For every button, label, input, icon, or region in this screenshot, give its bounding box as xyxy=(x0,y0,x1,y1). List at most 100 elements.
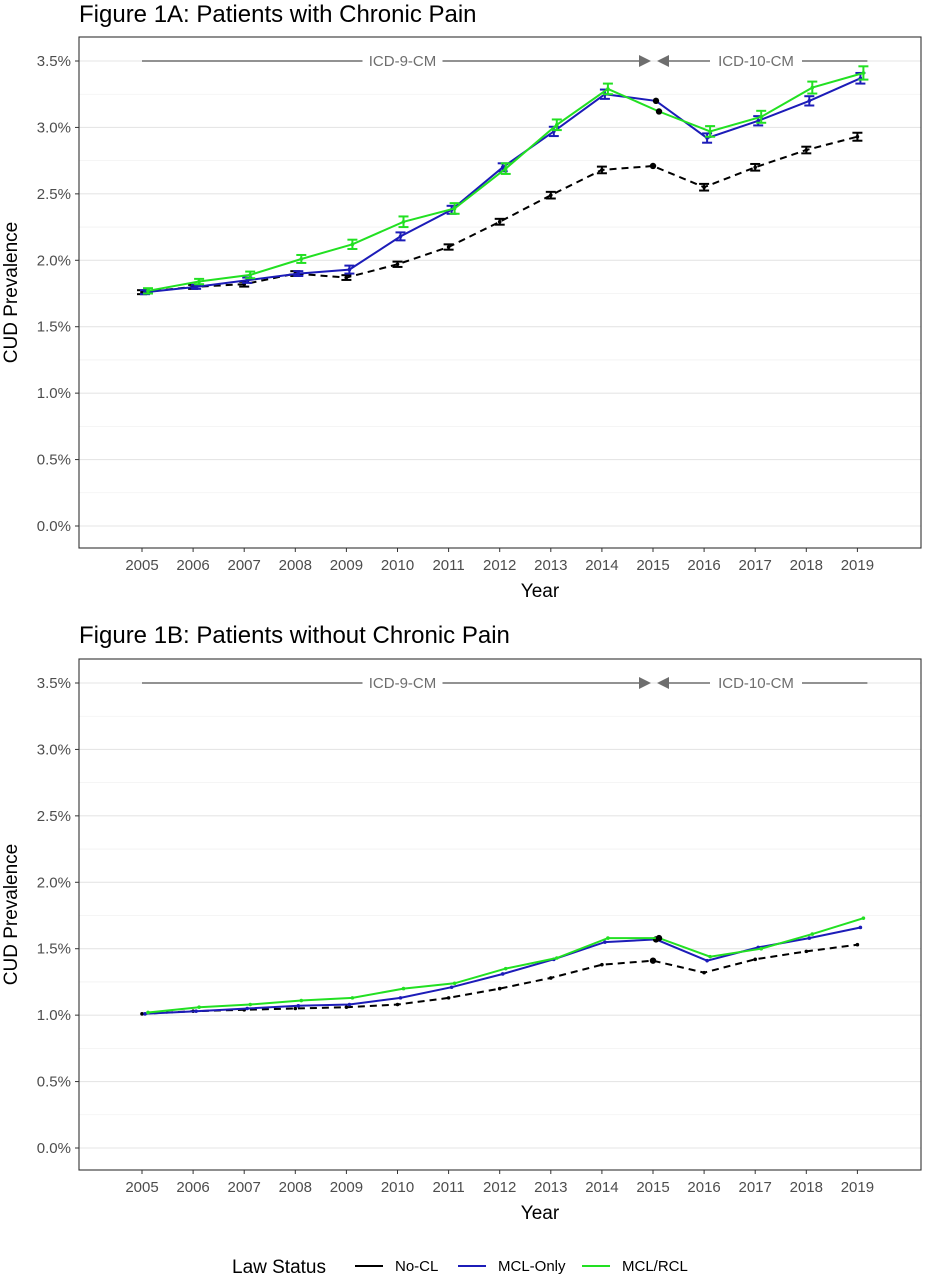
legend-entry-no-cl: No-CL xyxy=(355,1258,438,1275)
x-tick-label: 2005 xyxy=(125,1179,158,1196)
series-no-cl xyxy=(140,942,860,1016)
icd10-label-bg xyxy=(710,673,802,693)
data-point xyxy=(705,958,709,963)
data-point xyxy=(347,1002,352,1007)
series-mcl-rcl xyxy=(146,916,866,1015)
x-tick-label: 2015 xyxy=(636,557,669,574)
y-tick-label: 3.0% xyxy=(37,119,71,136)
chart-panel-a: 0.0% 0.5% 1.0% 1.5% 2.0% 2.5% 3.0% 3.5% 2005 2006… xyxy=(1,1,922,602)
data-point xyxy=(652,97,660,105)
y-axis-label: CUD Prevalence xyxy=(1,222,22,364)
x-tick-label: 2016 xyxy=(687,1179,720,1196)
data-point xyxy=(497,986,502,991)
x-tick-label: 2019 xyxy=(841,557,874,574)
chart-panel-b: 0.0% 0.5% 1.0% 1.5% 2.0% 2.5% 3.0% 3.5% 2005 2006… xyxy=(1,622,922,1224)
data-point xyxy=(649,957,657,964)
x-tick-label: 2009 xyxy=(330,557,363,574)
icd10-label: ICD-10-CM xyxy=(718,53,794,70)
x-tick-label: 2017 xyxy=(739,1179,772,1196)
plot-background xyxy=(79,37,921,548)
y-tick-label: 1.0% xyxy=(37,385,71,402)
data-point xyxy=(807,936,812,940)
data-point xyxy=(398,996,403,1000)
x-tick-label: 2006 xyxy=(176,557,209,574)
y-tick-label: 3.0% xyxy=(37,741,71,758)
icd9-arrow-head xyxy=(639,55,651,67)
legend-entry-mcl-rcl: MCL/RCL xyxy=(582,1258,688,1275)
data-point xyxy=(350,996,355,1000)
chart-title: Figure 1A: Patients with Chronic Pain xyxy=(79,1,477,28)
data-point xyxy=(649,162,657,170)
y-tick-label: 1.5% xyxy=(37,941,71,958)
x-tick-label: 2018 xyxy=(790,1179,823,1196)
y-tick-label: 1.0% xyxy=(37,1007,71,1024)
y-tick-label: 0.5% xyxy=(37,1074,71,1091)
icd9-label: ICD-9-CM xyxy=(369,675,437,692)
y-tick-label: 2.5% xyxy=(37,808,71,825)
data-point xyxy=(759,946,763,951)
data-point xyxy=(401,986,406,991)
y-tick-label: 2.0% xyxy=(37,874,71,891)
x-tick-label: 2007 xyxy=(228,1179,261,1196)
x-tick-label: 2017 xyxy=(739,557,772,574)
x-axis-label: Year xyxy=(521,1203,560,1224)
x-axis-label: Year xyxy=(521,581,560,602)
data-point xyxy=(702,970,706,975)
x-tick-label: 2008 xyxy=(279,1179,312,1196)
icd9-label-bg xyxy=(362,51,443,71)
data-point xyxy=(449,985,454,990)
data-point xyxy=(299,998,304,1003)
legend-label: MCL-Only xyxy=(498,1258,566,1275)
y-tick-label: 0.0% xyxy=(37,1140,71,1157)
data-point xyxy=(600,962,604,967)
data-point xyxy=(143,1012,147,1016)
data-point xyxy=(861,916,866,920)
x-tick-label: 2010 xyxy=(381,1179,414,1196)
data-point xyxy=(555,956,559,960)
legend-entry-mcl-only: MCL-Only xyxy=(458,1258,566,1275)
x-tick-label: 2007 xyxy=(228,557,261,574)
x-tick-label: 2005 xyxy=(125,557,158,574)
y-tick-label: 1.5% xyxy=(37,319,71,336)
data-point xyxy=(296,1004,301,1008)
x-tick-label: 2018 xyxy=(790,557,823,574)
data-point xyxy=(146,1010,150,1015)
x-tick-label: 2012 xyxy=(483,557,516,574)
x-tick-label: 2009 xyxy=(330,1179,363,1196)
y-tick-label: 0.5% xyxy=(37,452,71,469)
icd10-label-bg xyxy=(710,51,802,71)
data-point xyxy=(655,108,663,115)
data-point xyxy=(245,1006,249,1011)
data-point xyxy=(197,1005,201,1009)
icd10-label: ICD-10-CM xyxy=(718,675,794,692)
data-point xyxy=(606,936,610,940)
data-point xyxy=(140,1012,144,1016)
y-tick-label: 0.0% xyxy=(37,518,71,535)
x-tick-label: 2006 xyxy=(176,1179,209,1196)
data-point xyxy=(655,934,663,942)
data-point xyxy=(708,954,712,959)
data-point xyxy=(248,1002,252,1007)
y-tick-label: 3.5% xyxy=(37,675,71,692)
x-tick-label: 2014 xyxy=(585,1179,618,1196)
series-line xyxy=(141,135,858,294)
legend: Law Status No-CL MCL-Only MCL/RCL xyxy=(232,1257,688,1278)
data-point xyxy=(293,1006,298,1011)
data-point xyxy=(503,966,508,971)
icd10-arrow-head xyxy=(657,55,669,67)
icd9-label: ICD-9-CM xyxy=(369,53,437,70)
icd9-arrow-head xyxy=(639,677,651,689)
x-tick-label: 2010 xyxy=(381,557,414,574)
x-tick-label: 2015 xyxy=(636,1179,669,1196)
chart-title: Figure 1B: Patients without Chronic Pain xyxy=(79,622,510,649)
data-point xyxy=(194,1009,198,1013)
x-tick-label: 2019 xyxy=(841,1179,874,1196)
icd10-arrow-head xyxy=(657,677,669,689)
legend-title: Law Status xyxy=(232,1257,326,1278)
data-point xyxy=(395,1002,400,1007)
x-tick-label: 2011 xyxy=(432,1179,464,1196)
y-tick-label: 2.5% xyxy=(37,186,71,203)
data-point xyxy=(452,981,457,986)
x-tick-label: 2013 xyxy=(534,557,567,574)
